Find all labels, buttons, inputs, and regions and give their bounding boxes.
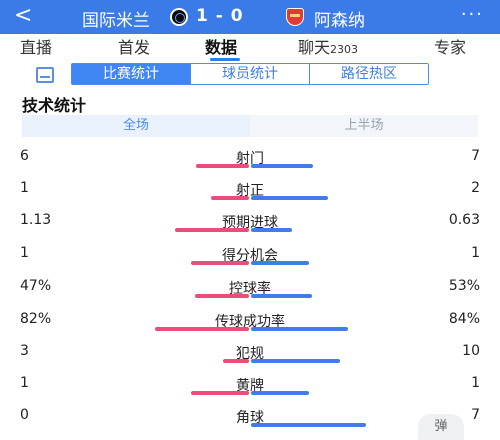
stat-home-value: 1 [20, 375, 29, 391]
more-options-icon[interactable]: ··· [460, 4, 484, 25]
subtab-heatmap[interactable]: 路径热区 [309, 64, 428, 84]
tab-data[interactable]: 数据 [205, 38, 238, 57]
stat-row-yellow-cards: 1 黄牌 1 [0, 375, 500, 399]
stat-home-bar [175, 228, 249, 232]
inter-logo-icon[interactable] [170, 8, 188, 26]
subtab-match-stats[interactable]: 比赛统计 [72, 64, 190, 84]
stat-home-value: 1.13 [20, 212, 52, 228]
tab-lineup[interactable]: 首发 [118, 38, 151, 57]
section-title: 技术统计 [22, 96, 87, 115]
stat-home-value: 6 [20, 148, 29, 164]
stat-row-shots: 6 射门 7 [0, 148, 500, 172]
match-header: < 国际米兰 1 - 0 阿森纳 ··· [0, 0, 500, 34]
stat-home-value: 0 [20, 407, 29, 423]
tab-chat-count: 2303 [330, 43, 359, 56]
stat-label: 犯规 [236, 346, 264, 362]
stat-home-value: 47% [20, 278, 52, 294]
stat-home-bar [196, 164, 249, 168]
match-score: 1 - 0 [196, 6, 244, 26]
home-team-name[interactable]: 国际米兰 [82, 11, 150, 31]
stat-away-bar [251, 261, 309, 265]
stat-home-value: 1 [20, 180, 29, 196]
stat-label: 角球 [236, 410, 264, 426]
active-tab-indicator [210, 58, 240, 61]
stat-row-corners: 0 角球 7 [0, 407, 500, 431]
stat-home-value: 3 [20, 343, 29, 359]
tab-chat-label: 聊天 [298, 38, 331, 57]
period-first-half-button[interactable]: 上半场 [344, 118, 384, 133]
stat-label: 射正 [236, 183, 264, 199]
stat-away-bar [251, 294, 312, 298]
stat-row-scoring-chances: 1 得分机会 1 [0, 245, 500, 269]
stat-row-expected-goals: 1.13 预期进球 0.63 [0, 212, 500, 236]
stat-home-bar [155, 327, 249, 331]
away-team-name[interactable]: 阿森纳 [314, 11, 365, 31]
stat-label: 黄牌 [236, 378, 264, 394]
tab-live[interactable]: 直播 [20, 38, 53, 57]
stat-away-value: 0.63 [448, 212, 480, 228]
stats-subtabs: 比赛统计 球员统计 路径热区 [71, 63, 429, 85]
stat-away-bar [251, 327, 348, 331]
stat-away-value: 53% [448, 278, 480, 294]
stat-away-bar [251, 228, 292, 232]
stat-label: 得分机会 [222, 248, 278, 264]
stat-row-possession: 47% 控球率 53% [0, 278, 500, 302]
arsenal-logo-icon[interactable] [286, 8, 304, 26]
stat-label: 射门 [236, 151, 264, 167]
period-full-button[interactable]: 全场 [22, 115, 250, 137]
stat-away-value: 7 [471, 148, 480, 164]
period-toggle: 全场 上半场 [22, 115, 478, 137]
back-icon[interactable]: < [14, 3, 33, 28]
stat-home-bar [223, 359, 249, 363]
stat-row-shots-on-target: 1 射正 2 [0, 180, 500, 204]
stat-away-bar [251, 196, 328, 200]
stat-away-bar [251, 423, 366, 427]
stat-row-fouls: 3 犯规 10 [0, 343, 500, 367]
stat-home-bar [195, 294, 249, 298]
stat-label: 传球成功率 [215, 314, 285, 330]
stat-away-value: 2 [471, 180, 480, 196]
stat-row-pass-accuracy: 82% 传球成功率 84% [0, 311, 500, 335]
stat-away-value: 10 [462, 343, 480, 359]
subtab-player-stats[interactable]: 球员统计 [190, 64, 309, 84]
stat-home-bar [211, 196, 249, 200]
stat-away-value: 1 [471, 375, 480, 391]
stat-away-bar [251, 359, 340, 363]
danmaku-toggle-button[interactable]: 弹 [418, 414, 464, 440]
stat-home-value: 82% [20, 311, 52, 327]
stat-home-bar [191, 261, 249, 265]
stat-label: 控球率 [229, 281, 271, 297]
stat-away-bar [251, 164, 313, 168]
main-tabs: 直播 首发 数据 聊天2303 专家 [0, 34, 500, 58]
stat-away-value: 7 [471, 407, 480, 423]
stat-away-bar [251, 391, 309, 395]
tab-chat[interactable]: 聊天2303 [298, 34, 358, 58]
stat-home-value: 1 [20, 245, 29, 261]
tab-expert[interactable]: 专家 [434, 38, 467, 57]
stat-home-bar [191, 391, 249, 395]
stat-label: 预期进球 [222, 215, 278, 231]
stat-away-value: 1 [471, 245, 480, 261]
stat-away-value: 84% [448, 311, 480, 327]
stats-chart-icon[interactable] [36, 67, 54, 83]
